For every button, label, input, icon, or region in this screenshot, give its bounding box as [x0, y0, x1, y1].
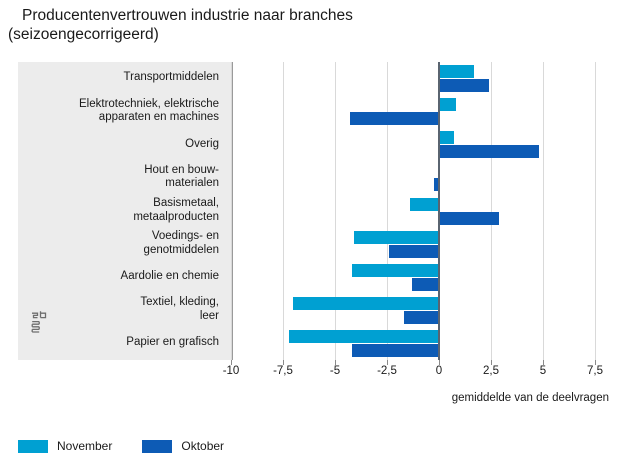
category-label-line: Textiel, kleding, [140, 296, 219, 309]
x-tick-mark [283, 360, 284, 365]
legend-item-oktober[interactable]: Oktober [142, 439, 224, 453]
x-tick-mark [335, 360, 336, 365]
category-label-8: Papier en grafisch [19, 336, 219, 350]
bar-november-7 [293, 296, 439, 310]
x-tick-label: 2,5 [483, 365, 499, 377]
gridline [231, 62, 232, 360]
bar-oktober-7 [403, 310, 439, 324]
x-axis-caption: gemiddelde van de deelvragen [451, 392, 609, 404]
bar-november-0 [439, 65, 475, 79]
legend: November Oktober [18, 436, 254, 456]
title-line-2: (seizoengecorrigeerd) [8, 26, 159, 43]
legend-item-november[interactable]: November [18, 439, 112, 453]
bar-november-8 [289, 329, 439, 343]
bar-november-1 [439, 98, 456, 112]
x-tick-label: 7,5 [587, 365, 603, 377]
category-label-line: apparaten en machines [98, 111, 219, 124]
x-axis: -10 -7,5 -5 -2,5 0 2,5 5 7,5 [223, 360, 610, 382]
zero-axis-line [438, 62, 440, 360]
bar-november-2 [439, 131, 454, 145]
legend-swatch-november [18, 439, 48, 453]
bar-oktober-5 [389, 244, 439, 258]
x-tick-mark [387, 360, 388, 365]
cbs-logo-icon [30, 310, 54, 336]
category-label-line: metaalproducten [133, 210, 219, 223]
category-label-line: Hout en bouw- [144, 163, 219, 176]
category-label-line: Overig [185, 137, 219, 150]
x-tick-mark [595, 360, 596, 365]
gridline [283, 62, 284, 360]
x-tick-label: -7,5 [273, 365, 293, 377]
x-tick-mark [491, 360, 492, 365]
x-tick-mark [231, 360, 232, 365]
gridline [595, 62, 596, 360]
category-label-5: Voedings- en genotmiddelen [19, 230, 219, 257]
category-label-line: Elektrotechniek, elektrische [79, 97, 219, 110]
legend-label: Oktober [181, 439, 225, 453]
category-label-4: Basismetaal, metaalproducten [19, 197, 219, 224]
category-label-line: Papier en grafisch [126, 336, 219, 349]
plot-area [231, 62, 610, 360]
category-label-6: Aardolie en chemie [19, 270, 219, 284]
bar-oktober-8 [351, 343, 439, 357]
bar-oktober-6 [411, 277, 439, 291]
bar-oktober-3 [433, 178, 439, 192]
x-tick-label: 5 [539, 365, 547, 377]
gridline [491, 62, 492, 360]
category-label-3: Hout en bouw-materialen [19, 164, 219, 191]
gridline [335, 62, 336, 360]
gridline [387, 62, 388, 360]
bar-november-4 [409, 197, 439, 211]
page-title: Producentenvertrouwen industrie naar bra… [8, 6, 619, 44]
category-label-line: Aardolie en chemie [120, 269, 219, 282]
title-line-1: Producentenvertrouwen industrie naar bra… [22, 7, 353, 24]
category-label-line: leer [199, 309, 219, 322]
category-label-0: Transportmiddelen [19, 71, 219, 85]
bar-oktober-4 [439, 211, 500, 225]
bar-oktober-1 [349, 112, 439, 126]
x-tick-label: -10 [222, 365, 240, 377]
category-label-2: Overig [19, 138, 219, 152]
legend-label: November [57, 439, 113, 453]
bar-oktober-2 [439, 145, 539, 159]
category-label-7: Textiel, kleding, leer [19, 296, 219, 323]
category-label-line: genotmiddelen [143, 243, 219, 256]
category-label-line: Transportmiddelen [123, 71, 219, 84]
category-label-panel: Transportmiddelen Elektrotechniek, elektr… [18, 62, 233, 360]
x-tick-mark [439, 360, 440, 365]
x-tick-label: -5 [329, 365, 341, 377]
category-label-line: Basismetaal, [153, 197, 219, 209]
x-tick-label: -2,5 [377, 365, 397, 377]
bar-november-6 [351, 263, 439, 277]
category-label-line: Voedings- en [151, 230, 219, 243]
chart-area: Transportmiddelen Elektrotechniek, elektr… [18, 62, 610, 360]
category-label-list: Transportmiddelen Elektrotechniek, elektr… [18, 62, 226, 360]
x-tick-mark [543, 360, 544, 365]
bar-november-5 [353, 230, 439, 244]
legend-swatch-oktober [142, 439, 173, 453]
category-label-line: materialen [165, 177, 219, 190]
gridline [543, 62, 544, 360]
category-label-1: Elektrotechniek, elektrische apparaten en… [19, 98, 219, 125]
x-tick-label: 0 [435, 365, 443, 377]
bar-oktober-0 [439, 79, 489, 93]
